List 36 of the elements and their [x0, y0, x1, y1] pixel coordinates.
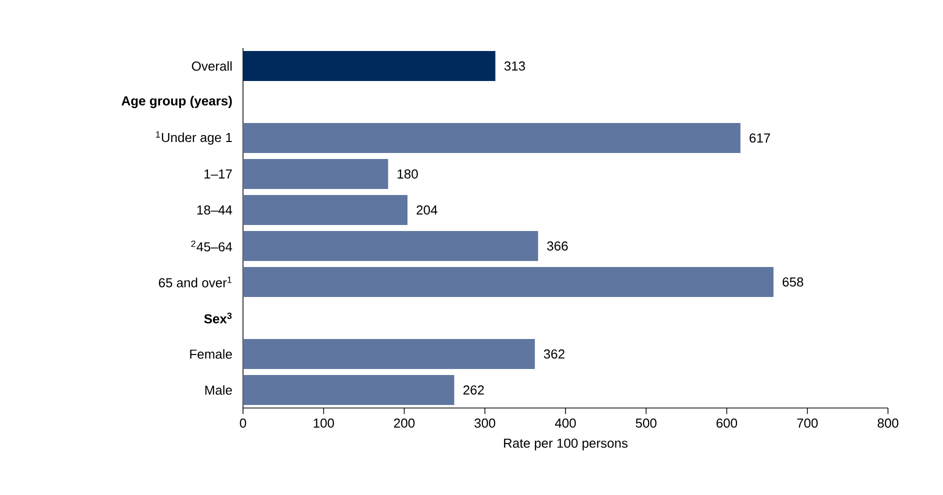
- x-tick-label: 500: [636, 418, 656, 428]
- y-tick-label: Sex$^{3}$: [204, 312, 232, 324]
- x-tick-label: 800: [878, 418, 898, 428]
- data-label: 617: [750, 133, 770, 143]
- bar: [243, 194, 408, 225]
- y-tick-label: 18–44: [197, 205, 232, 215]
- x-axis-title: Rate per 100 persons: [504, 438, 628, 450]
- x-tick-label: 700: [797, 418, 818, 428]
- x-tick-label: 400: [554, 418, 576, 428]
- y-tick-label: Age group (years): [122, 96, 232, 108]
- bar: [243, 338, 535, 369]
- bar: [243, 266, 774, 297]
- bar: [243, 51, 496, 81]
- y-tick-label: $^{2}$45–64: [191, 240, 232, 252]
- data-label: 362: [544, 349, 564, 359]
- x-tick-label: 100: [314, 418, 334, 428]
- x-tick-label: 200: [394, 418, 415, 428]
- y-tick-label: Female: [190, 349, 232, 359]
- y-tick-label: 65 and over$^{1}$: [158, 276, 232, 288]
- data-label: 262: [463, 385, 484, 395]
- x-tick-label: 300: [474, 418, 496, 428]
- y-tick-label: Overall: [192, 61, 232, 71]
- x-tick-label: 600: [716, 418, 738, 428]
- data-label: 366: [547, 241, 568, 251]
- y-tick-label: 1–17: [204, 170, 232, 178]
- x-tick-label: 0: [240, 418, 246, 428]
- data-label: 658: [782, 277, 804, 287]
- bar: [243, 230, 538, 261]
- data-label: 313: [504, 61, 526, 71]
- data-label: 180: [398, 169, 418, 179]
- data-label: 204: [416, 205, 438, 215]
- bar: [243, 158, 388, 189]
- y-tick-label: $^{1}$Under age 1: [156, 131, 232, 145]
- bar: [243, 122, 740, 153]
- bar: [243, 374, 454, 405]
- y-tick-label: Male: [205, 385, 232, 395]
